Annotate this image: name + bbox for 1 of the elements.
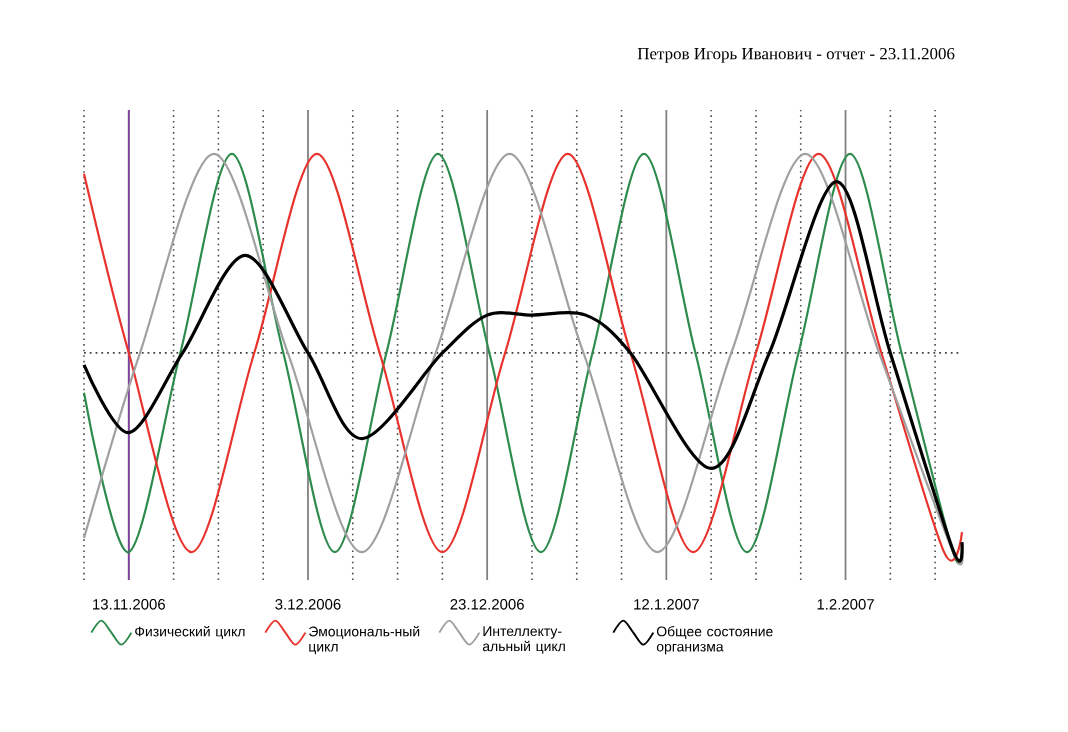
chart-title: Петров Игорь Иванович - отчет - 23.11.2006 xyxy=(637,47,955,63)
